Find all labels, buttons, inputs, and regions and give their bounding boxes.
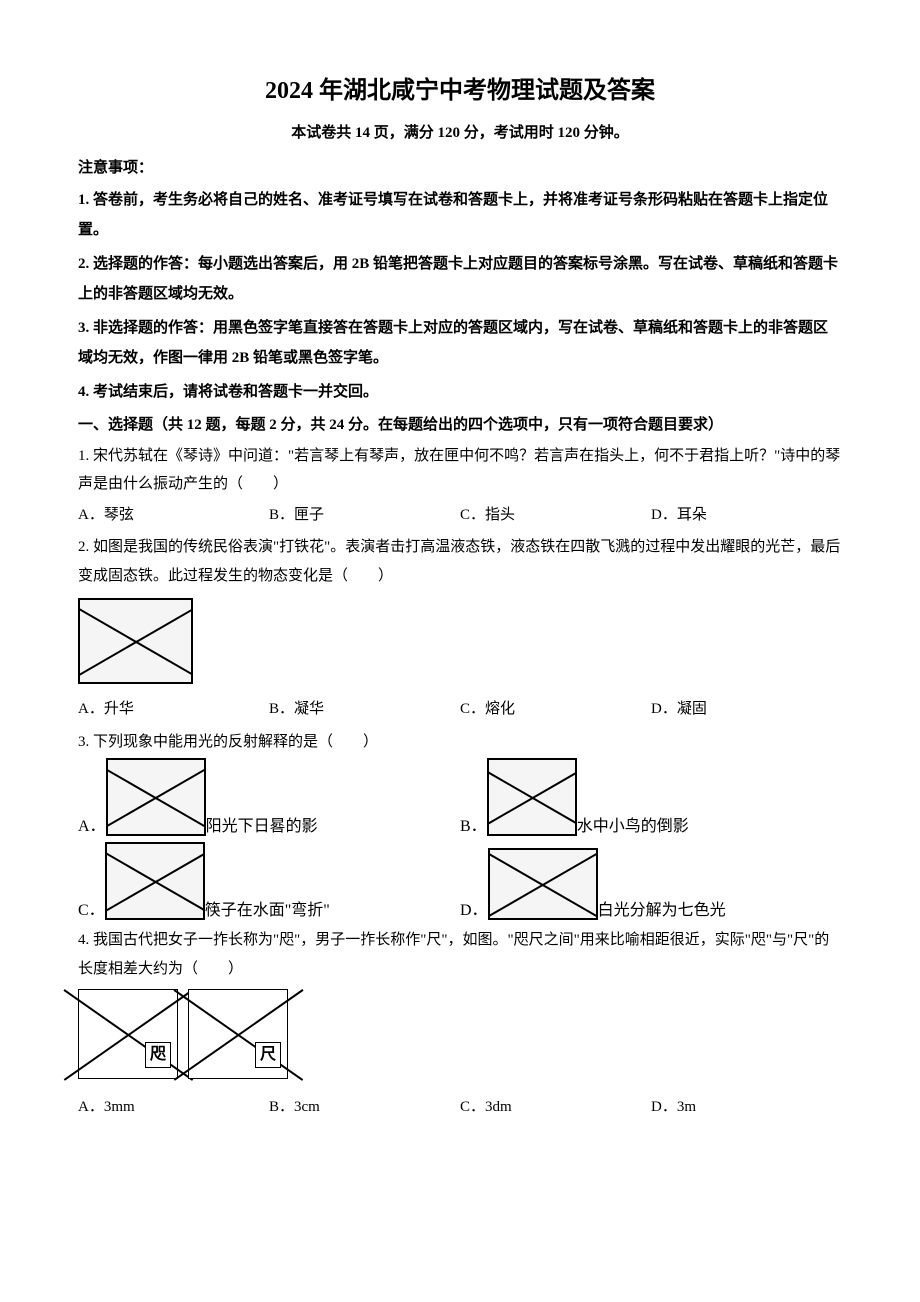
q4-label-2: 尺	[255, 1042, 281, 1068]
question-2-text: 2. 如图是我国的传统民俗表演"打铁花"。表演者击打高温液态铁，液态铁在四散飞溅…	[78, 533, 842, 590]
q3-option-c: C． 筷子在水面"弯折"	[78, 842, 460, 920]
q3-d-label: 白光分解为七色光	[598, 896, 726, 920]
q3-a-label: 阳光下日晷的影	[206, 812, 318, 836]
q3-c-prefix: C．	[78, 896, 105, 920]
q4-hand-2: 尺	[188, 989, 288, 1079]
q4-option-d: D．3m	[651, 1093, 842, 1122]
q4-image: 咫 尺	[78, 989, 318, 1089]
exam-info: 本试卷共 14 页，满分 120 分，考试用时 120 分钟。	[78, 121, 842, 142]
q2-option-d: D．凝固	[651, 695, 842, 724]
q3-option-b: B． 水中小鸟的倒影	[460, 758, 842, 836]
notice-4: 4. 考试结束后，请将试卷和答题卡一并交回。	[78, 377, 842, 407]
q3-option-d: D． 白光分解为七色光	[460, 842, 842, 920]
q4-option-a: A．3mm	[78, 1093, 269, 1122]
q3-d-prefix: D．	[460, 896, 488, 920]
q3-a-prefix: A．	[78, 812, 106, 836]
question-4-text: 4. 我国古代把女子一拃长称为"咫"，男子一拃长称作"尺"，如图。"咫尺之间"用…	[78, 926, 842, 983]
q1-option-b: B．匣子	[269, 501, 460, 530]
q2-option-b: B．凝华	[269, 695, 460, 724]
question-4-options: A．3mm B．3cm C．3dm D．3m	[78, 1093, 842, 1122]
question-1-text: 1. 宋代苏轼在《琴诗》中问道："若言琴上有琴声，放在匣中何不鸣？若言声在指头上…	[78, 442, 842, 499]
q3-c-label: 筷子在水面"弯折"	[205, 896, 330, 920]
question-1-options: A．琴弦 B．匣子 C．指头 D．耳朵	[78, 501, 842, 530]
question-3-row1: A． 阳光下日晷的影 B． 水中小鸟的倒影	[78, 758, 842, 836]
q3-b-label: 水中小鸟的倒影	[577, 812, 689, 836]
q3-image-c	[105, 842, 205, 920]
notice-1: 1. 答卷前，考生务必将自己的姓名、准考证号填写在试卷和答题卡上，并将准考证号条…	[78, 185, 842, 245]
q4-label-1: 咫	[145, 1042, 171, 1068]
q1-option-a: A．琴弦	[78, 501, 269, 530]
q3-image-b	[487, 758, 577, 836]
page-title: 2024 年湖北咸宁中考物理试题及答案	[78, 70, 842, 105]
q2-image	[78, 598, 193, 684]
notice-header: 注意事项：	[78, 156, 842, 177]
q2-option-c: C．熔化	[460, 695, 651, 724]
notice-2: 2. 选择题的作答：每小题选出答案后，用 2B 铅笔把答题卡上对应题目的答案标号…	[78, 249, 842, 309]
question-3-row2: C． 筷子在水面"弯折" D． 白光分解为七色光	[78, 842, 842, 920]
q3-image-d	[488, 848, 598, 920]
q1-option-c: C．指头	[460, 501, 651, 530]
question-2-options: A．升华 B．凝华 C．熔化 D．凝固	[78, 695, 842, 724]
notice-3: 3. 非选择题的作答：用黑色签字笔直接答在答题卡上对应的答题区域内，写在试卷、草…	[78, 313, 842, 373]
q2-option-a: A．升华	[78, 695, 269, 724]
q4-hand-1: 咫	[78, 989, 178, 1079]
q3-option-a: A． 阳光下日晷的影	[78, 758, 460, 836]
section-header: 一、选择题（共 12 题，每题 2 分，共 24 分。在每题给出的四个选项中，只…	[78, 411, 842, 440]
q3-image-a	[106, 758, 206, 836]
question-3-text: 3. 下列现象中能用光的反射解释的是（ ）	[78, 728, 842, 757]
q4-option-c: C．3dm	[460, 1093, 651, 1122]
q1-option-d: D．耳朵	[651, 501, 842, 530]
q3-b-prefix: B．	[460, 812, 487, 836]
q4-option-b: B．3cm	[269, 1093, 460, 1122]
